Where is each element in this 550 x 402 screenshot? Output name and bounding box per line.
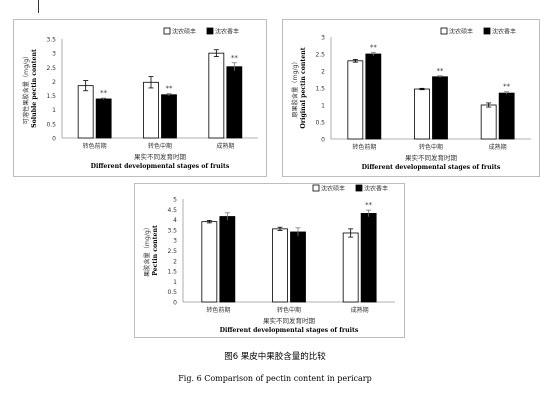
y-axis-title: 原果胶含量（mg/g） [291, 58, 299, 117]
bar-s1-0 [201, 221, 218, 303]
significance-mark: ** [166, 85, 174, 93]
y-tick-label: 3 [52, 51, 56, 58]
chart-panel-total-pectin: 0 0.5 1 1.5 2 2.5 3 3.5 4 4.5 5 果胶含量（mg/g） Pectin co… [134, 183, 405, 338]
legend-swatch-s2 [483, 27, 491, 35]
x-axis-title-en: Different developmental stages of fruits [362, 164, 501, 171]
y-axis-title-en: Soluble pectin content [31, 49, 38, 128]
y-axis-title: 可溶性果胶含量（mg/g） [22, 53, 30, 125]
x-tick-label: 转色前期 [352, 143, 376, 151]
y-tick-label: 4.5 [167, 207, 177, 214]
legend-label-s1: 沈农硕丰 [449, 28, 473, 36]
significance-mark: ** [231, 54, 239, 62]
x-tick-label: 成熟期 [489, 143, 507, 151]
legend-swatch-s1 [163, 27, 171, 35]
figure-caption-english: Fig. 6 Comparison of pectin content in p… [178, 374, 372, 383]
bar-s2-1 [290, 231, 306, 303]
y-tick-label: 0 [173, 300, 177, 307]
y-tick-label: 3 [321, 35, 325, 42]
bar-s1-1 [414, 88, 430, 140]
y-tick-label: 0 [321, 137, 325, 144]
bar-s2-0 [95, 98, 112, 139]
y-tick-label: 5 [173, 197, 177, 204]
x-axis-title: 果实不同发育时期 [263, 316, 316, 325]
y-tick-label: 1.5 [46, 93, 56, 100]
bar-s1-0 [77, 85, 94, 139]
x-axis-title-en: Different developmental stages of fruits [91, 163, 230, 170]
x-axis-title: 果实不同发育时期 [405, 153, 458, 162]
x-tick-label: 转色中期 [148, 142, 172, 150]
significance-mark: ** [503, 83, 511, 91]
y-axis-title-en: Pectin content [152, 225, 159, 276]
chart-svg: 0 0.5 1 1.5 2 2.5 3 3.5 4 4.5 5 果胶含量（mg/g） Pectin co… [143, 184, 395, 334]
bar-s1-2 [208, 52, 225, 139]
y-tick-label: 2 [321, 69, 325, 76]
y-tick-label: 1.5 [167, 269, 177, 276]
y-tick-label: 1 [52, 107, 56, 114]
y-tick-label: 1 [321, 103, 325, 110]
bar-s1-1 [143, 81, 159, 139]
legend-label-s1: 沈农硕丰 [172, 28, 196, 36]
y-tick-label: 2.5 [46, 65, 56, 72]
legend-label-s2: 沈农香丰 [215, 28, 239, 36]
significance-mark: ** [365, 201, 373, 209]
page-edge-mark [38, 0, 39, 13]
x-tick-label: 转色中期 [277, 306, 301, 314]
bar-s1-2 [342, 232, 359, 303]
y-tick-label: 2 [173, 258, 177, 265]
bar-s1-0 [347, 60, 364, 140]
bar-s2-1 [432, 76, 448, 140]
legend-swatch-s2 [206, 27, 214, 35]
legend-label-s2: 沈农香丰 [364, 185, 388, 193]
chart-panel-soluble-pectin: 0 0.5 1 1.5 2 2.5 3 3.5 可溶性果胶含量（mg/g） Soluble pec… [13, 19, 267, 177]
y-axis-title: 果胶含量（mg/g） [143, 224, 151, 277]
y-tick-label: 0.5 [46, 121, 56, 128]
legend-label-s1: 沈农硕丰 [321, 185, 345, 193]
legend-swatch-s1 [312, 184, 320, 192]
legend-swatch-s1 [440, 27, 448, 35]
y-tick-label: 1 [173, 279, 177, 286]
x-tick-label: 成熟期 [351, 306, 369, 314]
y-axis-title-en: Original pectin content [300, 47, 307, 128]
y-tick-label: 3 [173, 238, 177, 245]
bar-s2-0 [365, 53, 382, 140]
chart-svg: 0 0.5 1 1.5 2 2.5 3 3.5 可溶性果胶含量（mg/g） Soluble pec… [22, 27, 258, 170]
y-tick-label: 0.5 [167, 289, 177, 296]
significance-mark: ** [437, 67, 445, 75]
chart-svg: 0 0.5 1 1.5 2 2.5 3 原果胶含量（mg/g） Original pectin … [291, 27, 531, 171]
bar-s2-2 [360, 213, 377, 303]
y-tick-label: 1.5 [315, 86, 325, 93]
significance-mark: ** [100, 89, 108, 97]
x-tick-label: 转色中期 [419, 143, 443, 151]
y-tick-label: 2 [52, 79, 56, 86]
y-tick-label: 0.5 [315, 120, 325, 127]
y-tick-label: 2.5 [315, 52, 325, 59]
bar-s2-2 [226, 66, 243, 139]
y-tick-label: 3.5 [46, 37, 56, 44]
legend-label-s2: 沈农香丰 [492, 28, 516, 36]
y-tick-label: 2.5 [167, 248, 177, 255]
bar-s2-1 [161, 94, 177, 139]
y-tick-label: 4 [173, 217, 177, 224]
bar-s2-0 [219, 216, 236, 303]
y-tick-label: 0 [52, 136, 56, 143]
bar-s1-1 [272, 228, 288, 303]
significance-mark: ** [370, 43, 378, 51]
bar-s1-2 [480, 104, 497, 140]
x-tick-label: 转色前期 [83, 142, 107, 150]
figure-caption-chinese: 图6 果皮中果胶含量的比较 [224, 352, 326, 362]
legend-swatch-s2 [355, 184, 363, 192]
bar-s2-2 [498, 92, 515, 140]
x-tick-label: 转色前期 [206, 306, 230, 314]
x-tick-label: 成熟期 [216, 142, 234, 150]
x-axis-title: 果实不同发育时期 [134, 152, 187, 161]
x-axis-title-en: Different developmental stages of fruits [220, 327, 359, 334]
chart-panel-original-pectin: 0 0.5 1 1.5 2 2.5 3 原果胶含量（mg/g） Original pectin … [282, 19, 540, 177]
y-tick-label: 3.5 [167, 227, 177, 234]
